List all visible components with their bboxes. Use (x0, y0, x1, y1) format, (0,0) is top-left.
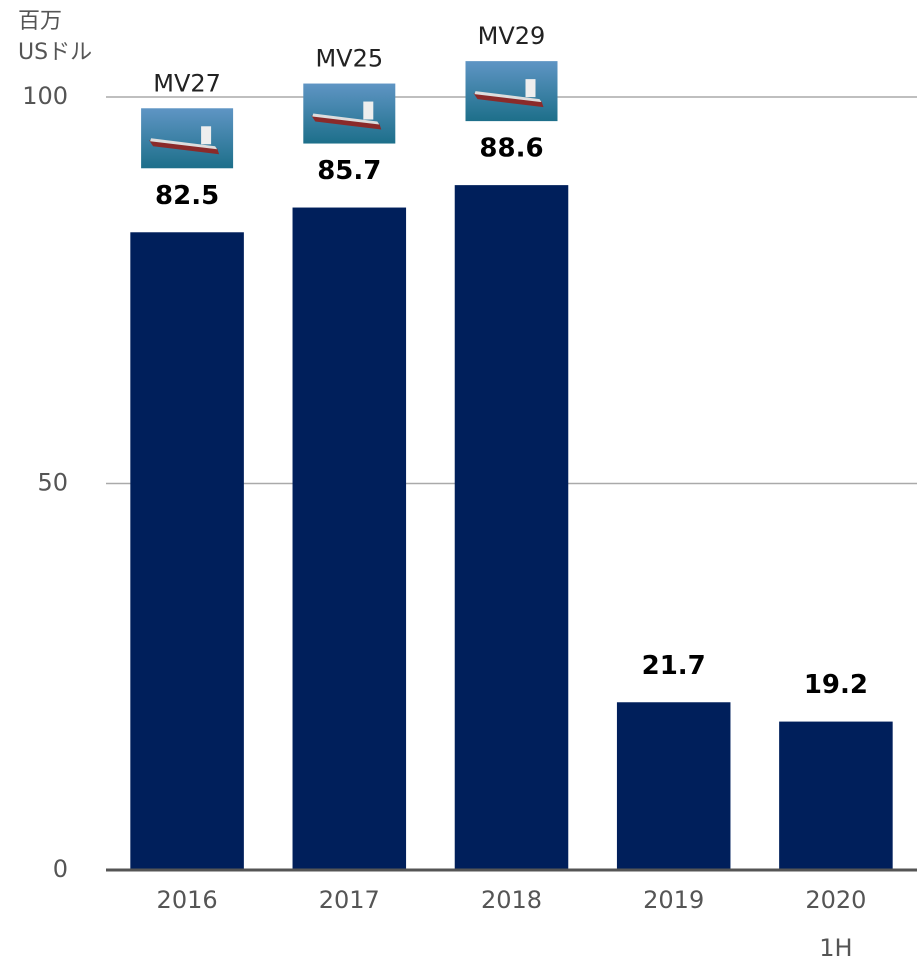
y-axis-label: 百万 USドル (18, 9, 93, 65)
ship-hull (149, 140, 220, 155)
ship-tower (525, 79, 536, 98)
value-label: 85.7 (317, 156, 381, 186)
ship-photo (465, 61, 558, 122)
x-tick-label: 2017 (318, 886, 380, 914)
ship-tower (201, 126, 212, 145)
annotation: MV29 (478, 22, 546, 50)
ship-tower (363, 101, 374, 120)
ship-photo (141, 108, 234, 169)
annotation: MV25 (315, 45, 383, 73)
x-tick-label: 2019 (643, 886, 705, 914)
bar (292, 207, 407, 870)
y-tick-label: 0 (53, 855, 68, 883)
bar (616, 702, 731, 870)
value-label: 19.2 (804, 670, 868, 700)
bar (779, 721, 893, 870)
annotation: MV27 (153, 69, 221, 97)
x-tick-label: 2016 (156, 886, 218, 914)
ship-deck (474, 91, 542, 103)
bar (454, 185, 569, 870)
value-label: 21.7 (642, 651, 706, 681)
y-tick-label: 50 (37, 469, 68, 497)
y-tick-label: 100 (22, 82, 68, 110)
ship-photo (303, 83, 396, 144)
ship-deck (312, 113, 380, 125)
ship-hull (311, 115, 382, 130)
bar (130, 232, 244, 870)
x-tick-label: 2018 (480, 886, 543, 914)
value-label: 88.6 (479, 134, 543, 164)
ship-hull (473, 93, 544, 108)
x-tick-label: 2020 1H (805, 886, 867, 961)
ship-deck (150, 138, 218, 150)
value-label: 82.5 (155, 181, 219, 211)
